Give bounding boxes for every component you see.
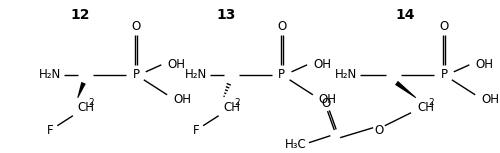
Text: O: O [132, 21, 140, 34]
Text: P: P [278, 68, 285, 81]
Text: OH: OH [167, 58, 185, 71]
Polygon shape [78, 82, 86, 98]
Text: F: F [47, 124, 54, 137]
Text: 2: 2 [88, 98, 94, 107]
Text: OH: OH [173, 93, 191, 106]
Text: CH: CH [224, 101, 240, 114]
Text: OH: OH [313, 58, 331, 71]
Text: CH: CH [78, 101, 94, 114]
Text: OH: OH [475, 58, 493, 71]
Text: 12: 12 [71, 8, 90, 22]
Text: 2: 2 [428, 98, 434, 107]
Text: H₂N: H₂N [336, 68, 357, 81]
Text: OH: OH [481, 93, 499, 106]
Text: H₂N: H₂N [39, 68, 61, 81]
Text: H₃C: H₃C [286, 138, 307, 151]
Text: OH: OH [318, 93, 336, 106]
Text: O: O [277, 21, 286, 34]
Polygon shape [395, 81, 416, 98]
Text: P: P [440, 68, 448, 81]
Text: CH: CH [418, 101, 435, 114]
Text: O: O [321, 97, 330, 110]
Text: 13: 13 [216, 8, 236, 22]
Text: P: P [132, 68, 140, 81]
Text: F: F [193, 124, 200, 137]
Text: 2: 2 [234, 98, 240, 107]
Text: 14: 14 [396, 8, 415, 22]
Text: O: O [440, 21, 448, 34]
Text: O: O [374, 124, 384, 137]
Text: H₂N: H₂N [184, 68, 207, 81]
